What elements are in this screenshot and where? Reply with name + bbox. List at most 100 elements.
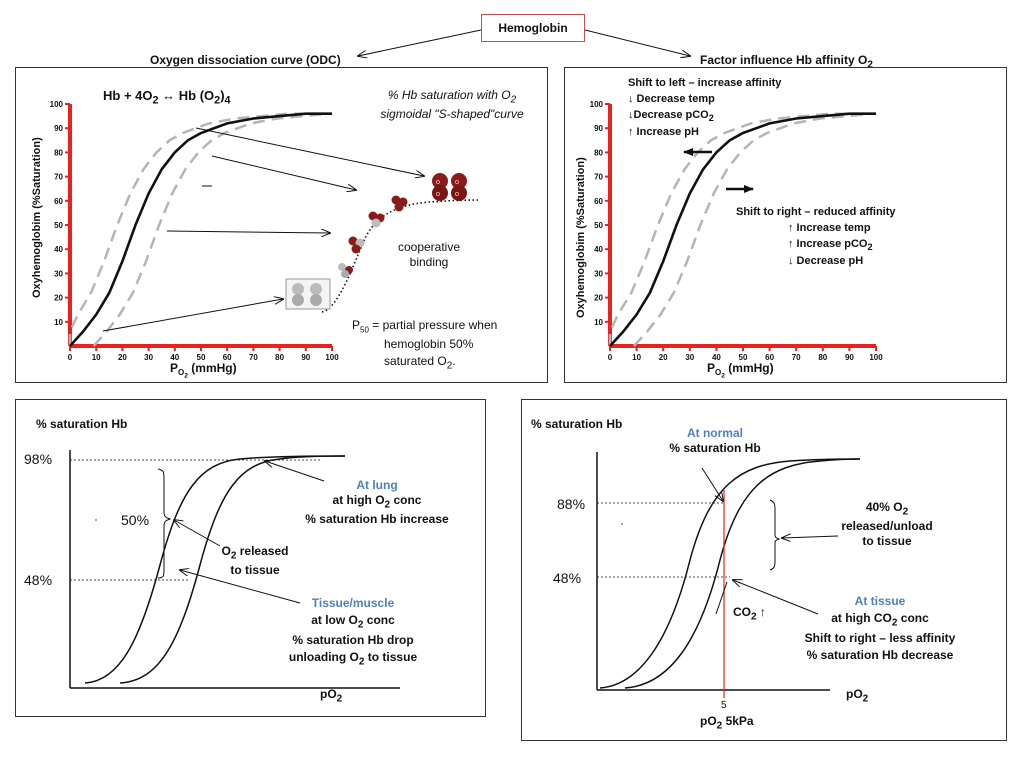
y-tick-label: 90 bbox=[54, 124, 63, 133]
arrow-to-odc bbox=[358, 29, 482, 56]
affinity-x-axis-label: PO2 (mmHg) bbox=[707, 361, 774, 380]
tissue-curve-left bbox=[599, 458, 861, 689]
x-tick-label: 40 bbox=[170, 353, 179, 362]
normal-odc-curve bbox=[609, 112, 876, 347]
x-tick-label: 0 bbox=[68, 353, 73, 362]
svg-text:O: O bbox=[455, 192, 459, 198]
x-tick-label: 20 bbox=[659, 353, 668, 362]
x-tick-label: 10 bbox=[632, 353, 641, 362]
y-tick-label: 10 bbox=[594, 318, 603, 327]
y-tick-label: 70 bbox=[594, 173, 603, 182]
shift-right-title: Shift to right – reduced affinity bbox=[736, 206, 896, 218]
tissue-curve-right bbox=[624, 458, 861, 689]
x-tick-label: 30 bbox=[144, 353, 153, 362]
arrow-to-affinity bbox=[584, 29, 690, 56]
x-tick-label: 90 bbox=[845, 353, 854, 362]
x-tick-label: 20 bbox=[118, 353, 127, 362]
y-tick-label: 20 bbox=[594, 294, 603, 303]
arrow-full-binding bbox=[195, 127, 424, 176]
y-tick-label: 60 bbox=[54, 197, 63, 206]
x-tick-label: 50 bbox=[739, 353, 748, 362]
hemoglobin-4o2-small-icon bbox=[391, 195, 408, 212]
x-tick-label: 40 bbox=[712, 353, 721, 362]
y-tick-label: 80 bbox=[54, 148, 63, 157]
y-tick-label: 40 bbox=[594, 245, 603, 254]
x-tick-label: 30 bbox=[685, 353, 694, 362]
po2-5kpa-label: pO2 5kPa bbox=[700, 714, 754, 732]
tissue-x-label: pO2 bbox=[846, 687, 869, 705]
lung-chart bbox=[69, 450, 400, 689]
released-40-text: 40% O2 released/unload to tissue bbox=[841, 500, 933, 548]
left-shifted-curve bbox=[68, 112, 314, 346]
cooperative-binding-label: cooperative binding bbox=[397, 240, 461, 269]
tick-88: 88% bbox=[557, 496, 586, 512]
saturation-note: % Hb saturation with O2 sigmoidal "S-shap… bbox=[380, 88, 524, 121]
lung-y-title: % saturation Hb bbox=[36, 417, 128, 431]
hemoglobin-1o2-icon bbox=[338, 263, 353, 278]
x-tick-label: 60 bbox=[765, 353, 774, 362]
x-tick-label: 80 bbox=[275, 353, 284, 362]
shift-left-text: Shift to left – increase affinity ↓ Decr… bbox=[628, 77, 782, 139]
y-tick-label: 10 bbox=[54, 318, 63, 327]
tissue-chart bbox=[596, 452, 861, 698]
tissue-panel bbox=[521, 399, 1007, 741]
odc-y-axis-label: Oxyhemoglobim (%Saturation) bbox=[31, 137, 43, 298]
tissue-muscle-text: Tissue/muscle at low O2 conc% saturation … bbox=[288, 596, 418, 668]
lung-curve-left bbox=[84, 455, 346, 684]
lung-panel bbox=[15, 399, 486, 717]
y-tick-label: 70 bbox=[54, 173, 63, 182]
y-tick-label: 80 bbox=[594, 148, 603, 157]
hemoglobin-4o2-icon: O O O O bbox=[432, 173, 467, 201]
at-lung-text: At lung at high O2 conc% saturation Hb in… bbox=[305, 478, 449, 526]
x-tick-label: 70 bbox=[792, 353, 801, 362]
tissue-y-title: % saturation Hb bbox=[531, 417, 623, 431]
affinity-chart: 10 20 30 40 50 60 70 80 90 100 0 10 20 30 40 50 60 70 80 90… bbox=[590, 100, 884, 362]
arrow-low-binding bbox=[102, 299, 283, 332]
svg-text:O: O bbox=[436, 180, 440, 186]
hb-equation: Hb + 4O2 ↔ Hb (O2)4 bbox=[103, 88, 231, 107]
odc-x-axis-label: PO2 (mmHg) bbox=[170, 361, 237, 380]
hemoglobin-3o2-icon bbox=[368, 211, 385, 228]
y-tick-label: 90 bbox=[594, 124, 603, 133]
y-tick-label: 30 bbox=[54, 269, 63, 278]
x-tick-label: 50 bbox=[197, 353, 206, 362]
y-tick-label: 40 bbox=[54, 245, 63, 254]
x-tick-label: 70 bbox=[249, 353, 258, 362]
arrow-mid-binding bbox=[166, 231, 330, 233]
y-tick-label: 50 bbox=[594, 221, 603, 230]
odc-chart: 10 20 30 40 50 60 70 80 90 100 0 10 20 30 40 50 60 70 80 90… bbox=[50, 100, 340, 362]
tick-50: 50% bbox=[121, 512, 150, 528]
y-tick-label: 50 bbox=[54, 221, 63, 230]
tick-98: 98% bbox=[24, 451, 53, 467]
affinity-panel bbox=[564, 67, 1007, 383]
tissue-x-tick-5: 5 bbox=[721, 700, 727, 711]
x-tick-label: 0 bbox=[608, 353, 613, 362]
o2-released-text: O2 released to tissue bbox=[221, 544, 289, 577]
tick-48-right: 48% bbox=[553, 570, 582, 586]
y-tick-label: 100 bbox=[590, 100, 604, 109]
arrow-top-binding bbox=[211, 155, 356, 190]
lung-x-label: pO2 bbox=[320, 687, 343, 705]
hemoglobin-title: Hemoglobin bbox=[481, 14, 585, 42]
y-tick-label: 30 bbox=[594, 269, 603, 278]
affinity-y-axis-label: Oxyhemoglobim (%Saturation) bbox=[575, 157, 587, 318]
svg-text:O: O bbox=[455, 180, 459, 186]
affinity-heading: Factor influence Hb affinity O2 bbox=[700, 53, 873, 71]
hemoglobin-deoxy-icon bbox=[285, 278, 331, 310]
at-normal-text: At normal% saturation Hb bbox=[669, 426, 761, 455]
x-tick-label: 60 bbox=[223, 353, 232, 362]
x-tick-label: 100 bbox=[869, 353, 883, 362]
y-tick-label: 100 bbox=[50, 100, 64, 109]
x-tick-label: 10 bbox=[92, 353, 101, 362]
x-tick-label: 100 bbox=[325, 353, 339, 362]
hemoglobin-2o2-icon bbox=[348, 236, 365, 254]
left-shifted-curve bbox=[608, 112, 858, 346]
at-tissue-text: At tissue at high CO2 conc Shift to right … bbox=[804, 594, 956, 662]
odc-heading: Oxygen dissociation curve (ODC) bbox=[150, 53, 341, 67]
y-tick-label: 60 bbox=[594, 197, 603, 206]
p50-definition: P50 = partial pressure when hemoglobin 50… bbox=[352, 318, 498, 372]
x-tick-label: 80 bbox=[818, 353, 827, 362]
tick-48-left: 48% bbox=[24, 572, 53, 588]
normal-odc-curve bbox=[69, 112, 332, 347]
